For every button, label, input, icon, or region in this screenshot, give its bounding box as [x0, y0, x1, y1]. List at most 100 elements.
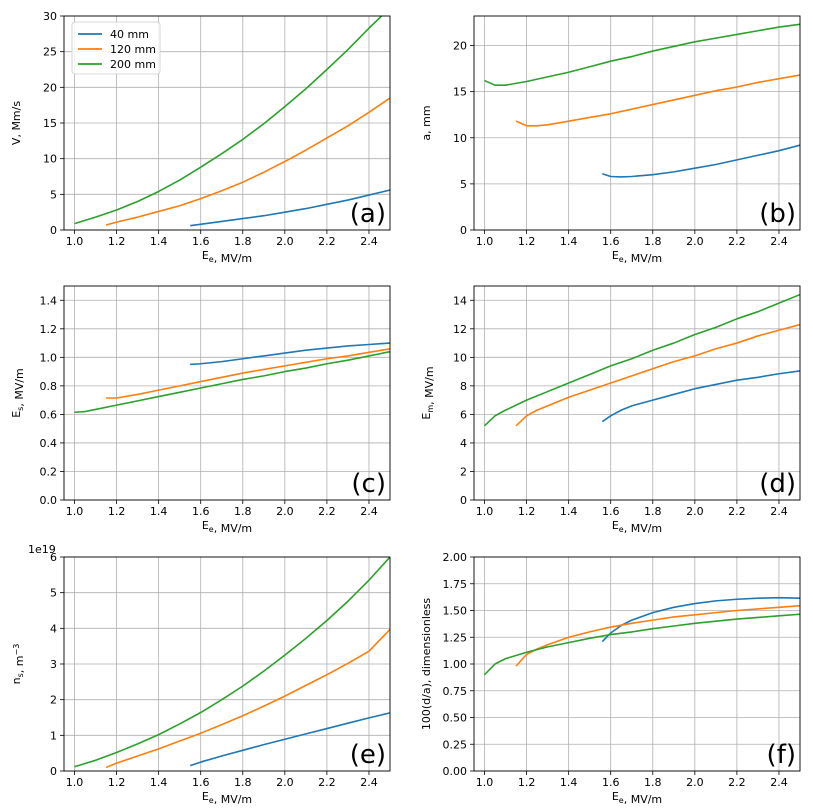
chart-panel-e: 1.0 1.2 1.4 1.6 1.8 2.0 2.2 2.4 0 1 2 3 4 5 6 Ee, MV/m n… [10, 543, 391, 806]
y-tick-label: 6 [460, 408, 467, 421]
x-axis-label: Ee, MV/m [202, 790, 252, 806]
series-group [484, 23, 800, 178]
x-tick-label: 2.4 [770, 776, 788, 789]
y-axis-label: V, Mm/s [10, 101, 23, 145]
x-tick-label: 1.0 [66, 235, 84, 248]
series-line-40mm [189, 712, 390, 767]
x-tick-label: 1.8 [644, 776, 662, 789]
y-tick-label: 30 [43, 10, 57, 23]
y-axis-label: 100(d/a), dimensionless [420, 598, 433, 731]
x-tick-label: 2.2 [318, 776, 336, 789]
series-group [483, 596, 800, 676]
x-axis-label: Ee, MV/m [612, 249, 662, 265]
x-tick-label: 1.0 [476, 235, 494, 248]
y-tick-label: 10 [453, 351, 467, 364]
y-axis-label: ns, m−3 [10, 644, 26, 685]
y-tick-label: 1.50 [443, 605, 468, 618]
x-tick-label: 2.4 [770, 235, 788, 248]
chart-panel-f: 1.0 1.2 1.4 1.6 1.8 2.0 2.2 2.4 0.00 0.25 0.50 0.75… [420, 551, 801, 806]
x-tick-label: 2.2 [318, 235, 336, 248]
axes-frame [63, 15, 391, 231]
x-tick-label: 1.8 [644, 505, 662, 518]
chart-panel-d: 1.0 1.2 1.4 1.6 1.8 2.0 2.2 2.4 0 2 4 6 8 10 12 14 Ee, M… [420, 285, 801, 535]
y-tick-label: 25 [43, 46, 57, 59]
chart-panel-c: 1.0 1.2 1.4 1.6 1.8 2.0 2.2 2.4 0.0 0.2 0.4 0.6 0.8 1… [10, 285, 391, 535]
x-tick-label: 1.2 [108, 505, 126, 518]
series-line-40mm [190, 189, 390, 227]
axes-frame [473, 285, 801, 501]
x-axis-label: Ee, MV/m [612, 519, 662, 535]
axes-frame [473, 556, 801, 772]
y-tick-label: 1.75 [443, 578, 468, 591]
x-tick-label: 2.0 [686, 776, 704, 789]
y-tick-label: 1.25 [443, 631, 468, 644]
y-axis-label: a, mm [420, 105, 433, 140]
y-tick-label: 15 [43, 117, 57, 130]
y-tick-label: 0.00 [443, 765, 468, 778]
y-tick-label: 5 [50, 587, 57, 600]
series-line-40mm [601, 370, 800, 423]
y-tick-label: 1.0 [40, 351, 58, 364]
axes-frame [473, 15, 801, 231]
x-tick-label: 1.4 [150, 235, 168, 248]
x-tick-label: 2.2 [728, 776, 746, 789]
series-line-200mm [74, 557, 390, 768]
x-tick-label: 2.2 [728, 235, 746, 248]
x-tick-label: 1.8 [644, 235, 662, 248]
x-tick-label: 1.6 [602, 505, 620, 518]
x-tick-label: 1.2 [518, 776, 536, 789]
x-tick-label: 1.4 [560, 776, 578, 789]
x-tick-label: 2.4 [770, 505, 788, 518]
x-tick-label: 2.4 [360, 505, 378, 518]
y-tick-label: 5 [50, 188, 57, 201]
axes-frame [63, 285, 391, 501]
series-line-120mm [106, 347, 390, 399]
y-tick-label: 6 [50, 551, 57, 564]
panel-label: (a) [350, 199, 386, 229]
y-tick-label: 3 [50, 658, 57, 671]
y-tick-label: 10 [43, 153, 57, 166]
y-tick-label: 0.50 [443, 712, 468, 725]
panel-label: (f) [767, 740, 796, 770]
y-tick-label: 1.4 [40, 294, 58, 307]
legend: 40 mm 120 mm 200 mm [71, 21, 161, 75]
legend-entry: 200 mm [110, 58, 156, 71]
x-tick-label: 2.0 [276, 235, 294, 248]
x-tick-label: 1.6 [602, 235, 620, 248]
y-tick-label: 0 [460, 224, 467, 237]
y-tick-label: 0.0 [40, 494, 58, 507]
y-axis-label: Es, MV/m [10, 368, 26, 418]
x-tick-label: 1.0 [66, 505, 84, 518]
panel-label: (c) [351, 469, 386, 499]
x-axis-label: Ee, MV/m [202, 519, 252, 535]
y-tick-label: 4 [460, 437, 467, 450]
x-tick-label: 1.2 [518, 235, 536, 248]
series-line-120mm [515, 604, 800, 667]
y-tick-label: 0.4 [40, 437, 58, 450]
series-line-40mm [601, 596, 800, 643]
series-line-120mm [515, 74, 800, 127]
panel-label: (d) [759, 469, 796, 499]
x-tick-label: 1.0 [476, 776, 494, 789]
series-line-200mm [74, 350, 390, 414]
y-tick-label: 0.25 [443, 738, 468, 751]
panel-label: (b) [759, 199, 796, 229]
y-tick-label: 20 [453, 40, 467, 53]
y-tick-label: 2 [460, 465, 467, 478]
series-group [74, 16, 390, 227]
x-tick-label: 1.0 [66, 776, 84, 789]
series-line-200mm [483, 613, 800, 676]
axes-frame [63, 556, 391, 772]
chart-panel-a: 1.0 1.2 1.4 1.6 1.8 2.0 2.2 2.4 0 5 10 15 20 25 30 Ee, … [10, 10, 391, 265]
series-line-40mm [190, 342, 390, 366]
y-tick-label: 4 [50, 622, 57, 635]
y-tick-label: 0.75 [443, 685, 468, 698]
x-axis-label: Ee, MV/m [202, 249, 252, 265]
y-tick-label: 5 [460, 178, 467, 191]
x-tick-label: 2.0 [686, 235, 704, 248]
y-offset-text: 1e19 [28, 543, 56, 556]
legend-box [71, 21, 161, 75]
y-axis-label: Em, MV/m [420, 366, 436, 419]
x-tick-label: 1.6 [602, 776, 620, 789]
